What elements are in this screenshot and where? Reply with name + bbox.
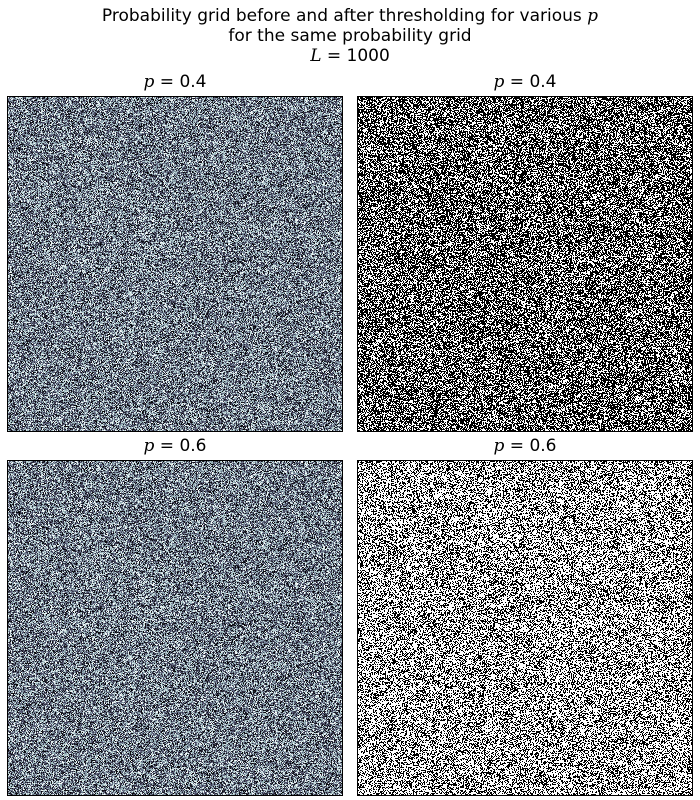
heatmap-panel-bottom-right [357, 460, 693, 796]
panel-title-bottom-right: p = 0.6 [357, 436, 693, 456]
panel-title-variable: p [143, 72, 155, 92]
figure-title-variable: p [587, 6, 599, 26]
figure-title-text: Probability grid before and after thresh… [101, 6, 588, 26]
figure-title-line-2: for the same probability grid [228, 26, 472, 46]
panel-title-value: = 0.6 [154, 436, 207, 456]
panel-title-top-left: p = 0.4 [7, 72, 343, 92]
heatmap-panel-top-left [7, 96, 343, 432]
panel-title-variable: p [493, 436, 505, 456]
panel-title-bottom-left: p = 0.6 [7, 436, 343, 456]
panel-title-value: = 0.4 [154, 72, 207, 92]
probability-grid-heatmap [8, 97, 342, 431]
thresholded-grid-heatmap [358, 97, 692, 431]
probability-grid-heatmap [8, 461, 342, 795]
panel-title-value: = 0.4 [504, 72, 557, 92]
figure-title: Probability grid before and after thresh… [0, 6, 700, 66]
panel-title-variable: p [143, 436, 155, 456]
figure-title-line-3: L = 1000 [0, 46, 700, 66]
panel-title-top-right: p = 0.4 [357, 72, 693, 92]
figure-title-l-variable: L [310, 46, 322, 66]
thresholded-grid-heatmap [358, 461, 692, 795]
figure-title-l-value: = 1000 [321, 46, 390, 66]
figure-title-line-1: Probability grid before and after thresh… [0, 6, 700, 26]
panel-title-variable: p [493, 72, 505, 92]
heatmap-panel-bottom-left [7, 460, 343, 796]
panel-title-value: = 0.6 [504, 436, 557, 456]
heatmap-panel-top-right [357, 96, 693, 432]
